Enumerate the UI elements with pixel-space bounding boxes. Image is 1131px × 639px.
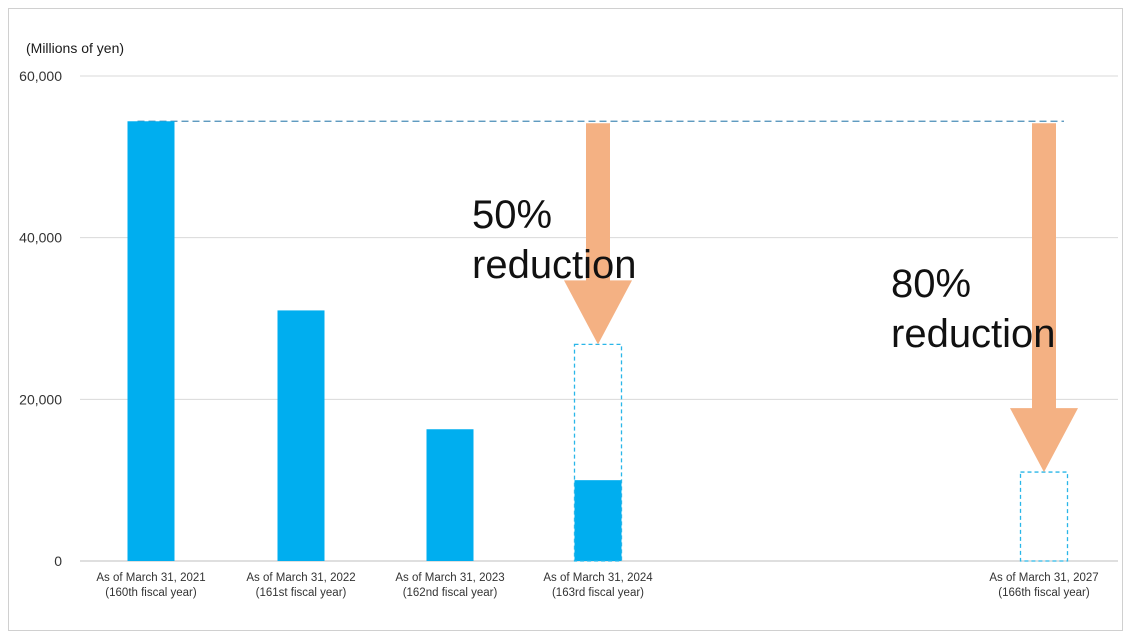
y-tick-label: 0 [54, 553, 62, 569]
x-tick-label: As of March 31, 2021 [96, 572, 205, 584]
arrows [564, 123, 1078, 473]
x-tick-sublabel: (166th fiscal year) [998, 587, 1090, 599]
bar [574, 480, 622, 561]
x-tick-label: As of March 31, 2023 [395, 572, 504, 584]
x-tick-sublabel: (163rd fiscal year) [552, 587, 644, 599]
y-tick-label: 40,000 [19, 230, 62, 246]
unit-label: (Millions of yen) [26, 40, 124, 56]
y-axis-ticks: 0 20,000 40,000 60,000 [19, 68, 62, 569]
target-box [1019, 471, 1069, 562]
bar [127, 121, 175, 562]
x-axis-ticks: As of March 31, 2021 (160th fiscal year) A… [96, 572, 1098, 599]
x-tick-label: As of March 31, 2024 [543, 572, 653, 584]
reduction-label: reduction [891, 312, 1056, 356]
reduction-percent: 50% [472, 193, 552, 237]
annotations: 50% reduction 80% reduction [472, 193, 1056, 356]
bar [426, 429, 474, 561]
reduction-arrow [1010, 123, 1078, 473]
targets [573, 343, 1069, 562]
y-tick-label: 20,000 [19, 391, 62, 407]
x-tick-sublabel: (160th fiscal year) [105, 587, 197, 599]
reduction-arrow [564, 123, 632, 345]
y-tick-label: 60,000 [19, 68, 62, 84]
x-tick-label: As of March 31, 2022 [246, 572, 355, 584]
bars [127, 121, 622, 562]
bar [277, 310, 325, 561]
x-tick-label: As of March 31, 2027 [989, 572, 1098, 584]
x-tick-sublabel: (162nd fiscal year) [403, 587, 498, 599]
chart-frame [8, 8, 1123, 631]
x-tick-sublabel: (161st fiscal year) [256, 587, 347, 599]
reduction-percent: 80% [891, 262, 971, 306]
reduction-label: reduction [472, 243, 637, 287]
